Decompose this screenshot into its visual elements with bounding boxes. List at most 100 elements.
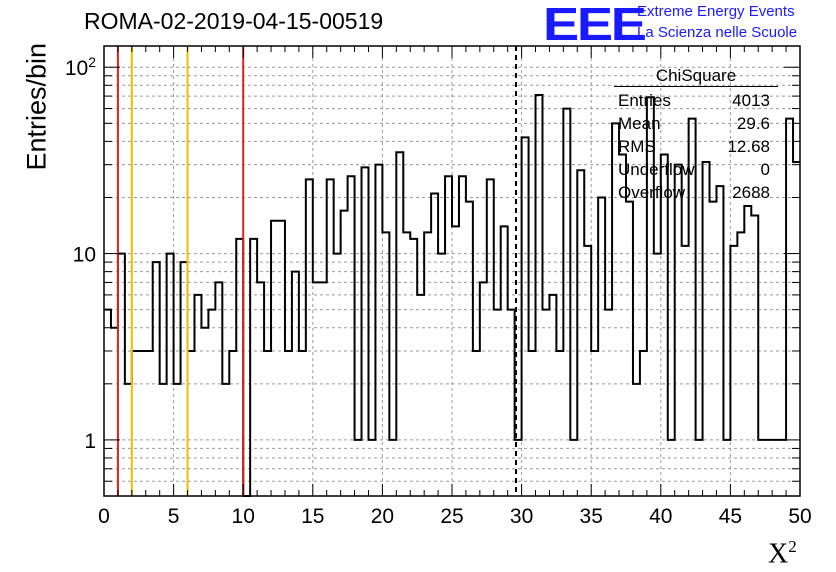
histogram-bin (452, 226, 459, 496)
histogram-bin (494, 310, 501, 496)
histogram-bin (146, 351, 153, 496)
chart-title: ROMA-02-2019-04-15-00519 (84, 8, 384, 34)
stats-label: Entries (618, 91, 671, 110)
histogram-bin (118, 254, 125, 496)
histogram-bin (563, 109, 570, 496)
histogram-bin (577, 170, 584, 496)
histogram-bin (473, 351, 480, 496)
histogram-bin (508, 310, 515, 496)
histogram-bin (751, 216, 758, 496)
x-tick-label: 45 (719, 505, 742, 528)
histogram-bin (536, 95, 543, 496)
histogram-bin (257, 282, 264, 496)
histogram-bin (626, 202, 633, 496)
logo-line-2: La Scienza nelle Scuole (637, 24, 798, 41)
histogram-bin (619, 155, 626, 496)
stats-header: ChiSquare (614, 66, 778, 87)
y-tick-label: 10 (73, 244, 96, 267)
stats-value: 2688 (732, 183, 770, 202)
histogram-bin (362, 167, 369, 496)
histogram-outline (104, 93, 800, 497)
histogram-bin (181, 262, 188, 496)
histogram-bin (640, 351, 647, 496)
histogram-bin (703, 162, 710, 496)
stats-label: Overflow (618, 183, 686, 202)
histogram-bin (410, 239, 417, 496)
histogram-bin (584, 246, 591, 496)
histogram-bin (153, 262, 160, 496)
histogram-bin (417, 295, 424, 496)
histogram-bin (466, 202, 473, 496)
x-axis-label: X2 (768, 537, 797, 570)
histogram-bin (605, 310, 612, 496)
histogram-bin (375, 165, 382, 496)
stats-value: 4013 (732, 91, 770, 110)
stats-row: Entries 4013 (610, 89, 778, 112)
x-tick-label: 40 (649, 505, 672, 528)
x-tick-label: 5 (168, 505, 180, 528)
histogram-bin (654, 254, 661, 496)
stats-row: Underflow 0 (610, 158, 778, 181)
histogram-bin (661, 155, 668, 496)
histogram-bin (598, 197, 605, 496)
histogram-bin (793, 162, 800, 496)
stats-value: 29.6 (736, 114, 770, 133)
eee-logo: EEE (543, 0, 647, 50)
histogram-bin (264, 351, 271, 496)
histogram-bin (215, 282, 222, 496)
histogram-bin (710, 202, 717, 496)
stats-label: RMS (618, 137, 656, 156)
histogram-bin (522, 137, 529, 496)
x-tick-label: 30 (510, 505, 533, 528)
histogram-bin (111, 328, 118, 496)
histogram-bin (591, 351, 598, 496)
histogram-bin (542, 310, 549, 496)
histogram-bin (299, 351, 306, 496)
histogram-bin (229, 351, 236, 496)
histogram-bin (313, 282, 320, 496)
stats-label: Mean (618, 114, 661, 133)
histogram-bin (188, 351, 195, 496)
stats-box: ChiSquare Entries 4013 Mean 29.6 RMS 12.68 … (610, 66, 778, 204)
histogram-bin (396, 152, 403, 496)
logo-line-1: Extreme Energy Events (637, 3, 795, 20)
y-tick-label: 1 (84, 430, 96, 453)
histogram-bin (730, 246, 737, 496)
stats-row: Overflow 2688 (610, 181, 778, 204)
histogram-bin (549, 295, 556, 496)
stats-row: Mean 29.6 (610, 112, 778, 135)
histogram-bin (167, 254, 174, 496)
histogram-bin (438, 254, 445, 496)
histogram-bin (431, 194, 438, 496)
histogram-bin (682, 246, 689, 496)
histogram-bin (132, 351, 139, 496)
x-tick-label: 20 (371, 505, 394, 528)
x-tick-label: 50 (788, 505, 811, 528)
histogram-bin (104, 310, 111, 496)
stats-value: 12.68 (727, 137, 770, 156)
histogram-bin (675, 165, 682, 496)
histogram-bin (556, 351, 563, 496)
histogram-bin (501, 226, 508, 496)
histogram-bin (201, 328, 208, 496)
histogram-bin (208, 310, 215, 496)
stats-value: 0 (760, 160, 770, 179)
y-tick-label: 102 (65, 54, 96, 80)
x-tick-label: 15 (301, 505, 324, 528)
histogram-bin (236, 239, 243, 496)
histogram-bin (285, 351, 292, 496)
x-tick-label: 35 (580, 505, 603, 528)
stats-row: RMS 12.68 (610, 135, 778, 158)
histogram-bin (320, 282, 327, 496)
x-tick-label: 0 (98, 505, 110, 528)
histogram-bin (194, 295, 201, 496)
histogram-bin (139, 351, 146, 496)
stats-label: Underflow (618, 160, 695, 179)
histogram-bin (480, 282, 487, 496)
x-tick-label: 10 (232, 505, 255, 528)
x-tick-label: 25 (440, 505, 463, 528)
histogram-bin (334, 254, 341, 496)
histogram-bin (786, 119, 793, 496)
histogram-bin (250, 239, 257, 496)
